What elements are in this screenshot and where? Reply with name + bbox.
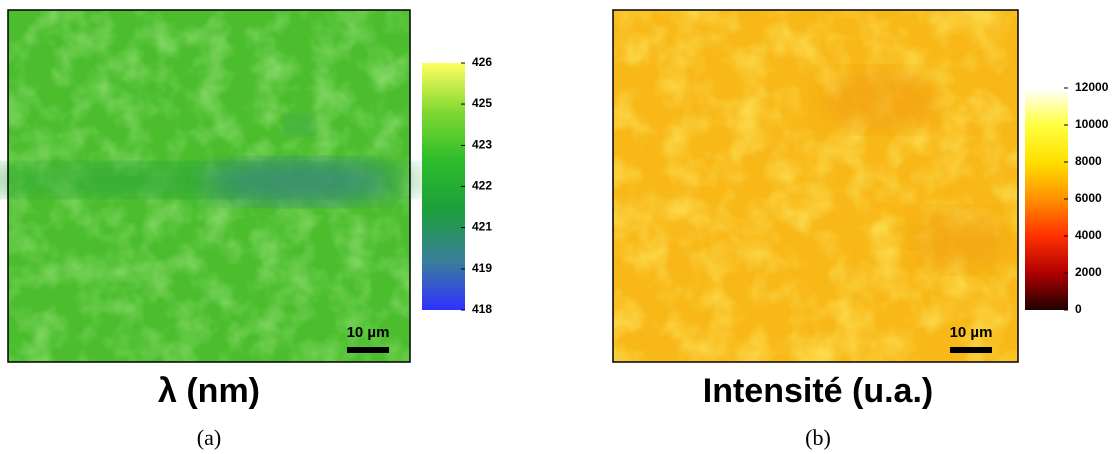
map-a [0, 9, 430, 363]
map-b [612, 9, 1019, 363]
panel-title: λ (nm) [158, 372, 260, 410]
caption: (a) [197, 425, 221, 450]
tick-label: 421 [472, 220, 492, 234]
tick-label: 426 [472, 55, 492, 69]
tick-label: 8000 [1075, 154, 1102, 168]
colorbar [1025, 88, 1068, 310]
panel-title: Intensité (u.a.) [703, 372, 933, 410]
tick-label: 422 [472, 179, 492, 193]
tick-label: 6000 [1075, 191, 1102, 205]
tick-label: 2000 [1075, 265, 1102, 279]
tick-label: 419 [472, 261, 492, 275]
scale-bar-label: 10 µm [347, 324, 390, 341]
scale-bar-label: 10 µm [950, 324, 993, 341]
tick-label: 4000 [1075, 228, 1102, 242]
tick-label: 10000 [1075, 117, 1109, 131]
colorbar [422, 63, 465, 310]
tick-label: 12000 [1075, 80, 1109, 94]
tick-label: 423 [472, 138, 492, 152]
tick-label: 425 [472, 96, 492, 110]
caption: (b) [805, 425, 831, 450]
tick-label: 418 [472, 302, 492, 316]
tick-label: 0 [1075, 302, 1082, 316]
